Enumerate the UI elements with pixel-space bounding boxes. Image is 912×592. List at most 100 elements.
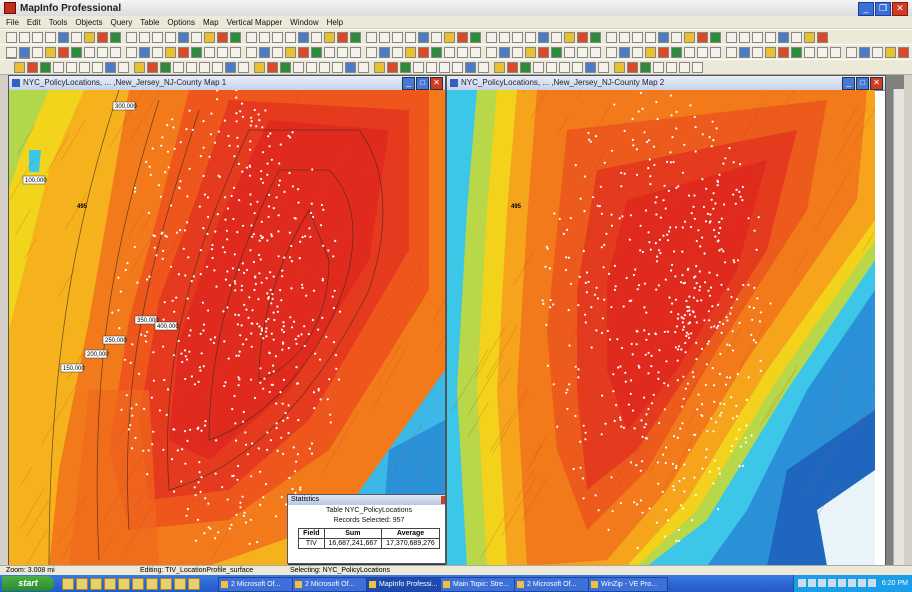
- statistics-close-button[interactable]: [441, 496, 445, 504]
- toolbar-tool-icon[interactable]: [178, 32, 189, 43]
- toolbar-tool-icon[interactable]: [710, 47, 721, 58]
- toolbar-tool-icon[interactable]: [345, 62, 356, 73]
- toolbar-tool-icon[interactable]: [653, 62, 664, 73]
- task-button[interactable]: 2 Microsoft Of...: [514, 577, 594, 592]
- toolbar-tool-icon[interactable]: [444, 47, 455, 58]
- tray-icon[interactable]: [818, 579, 826, 587]
- toolbar-tool-icon[interactable]: [470, 32, 481, 43]
- toolbar-tool-icon[interactable]: [551, 47, 562, 58]
- map1-minimize-button[interactable]: _: [402, 77, 415, 90]
- toolbar-tool-icon[interactable]: [58, 47, 69, 58]
- toolbar-tool-icon[interactable]: [337, 47, 348, 58]
- toolbar-tool-icon[interactable]: [40, 62, 51, 73]
- quicklaunch-icon[interactable]: [90, 578, 102, 590]
- toolbar-tool-icon[interactable]: [452, 62, 463, 73]
- toolbar-tool-icon[interactable]: [392, 47, 403, 58]
- toolbar-tool-icon[interactable]: [105, 62, 116, 73]
- toolbar-tool-icon[interactable]: [259, 47, 270, 58]
- toolbar-tool-icon[interactable]: [726, 32, 737, 43]
- toolbar-tool-icon[interactable]: [494, 62, 505, 73]
- start-button[interactable]: start: [2, 576, 54, 591]
- tray-icon[interactable]: [828, 579, 836, 587]
- quicklaunch-icon[interactable]: [188, 578, 200, 590]
- statistics-title-bar[interactable]: Statistics: [288, 495, 445, 505]
- toolbar-tool-icon[interactable]: [358, 62, 369, 73]
- quicklaunch-icon[interactable]: [118, 578, 130, 590]
- toolbar-tool-icon[interactable]: [246, 32, 257, 43]
- toolbar-tool-icon[interactable]: [259, 32, 270, 43]
- toolbar-tool-icon[interactable]: [254, 62, 265, 73]
- toolbar-tool-icon[interactable]: [572, 62, 583, 73]
- toolbar-tool-icon[interactable]: [71, 47, 82, 58]
- toolbar-tool-icon[interactable]: [173, 62, 184, 73]
- toolbar-tool-icon[interactable]: [533, 62, 544, 73]
- toolbar-tool-icon[interactable]: [590, 47, 601, 58]
- toolbar-tool-icon[interactable]: [791, 47, 802, 58]
- toolbar-tool-icon[interactable]: [551, 32, 562, 43]
- toolbar-tool-icon[interactable]: [752, 47, 763, 58]
- toolbar-tool-icon[interactable]: [97, 47, 108, 58]
- toolbar-tool-icon[interactable]: [92, 62, 103, 73]
- toolbar-tool-icon[interactable]: [418, 32, 429, 43]
- map2-maximize-button[interactable]: □: [856, 77, 869, 90]
- toolbar-tool-icon[interactable]: [859, 47, 870, 58]
- toolbar-tool-icon[interactable]: [332, 62, 343, 73]
- toolbar-tool-icon[interactable]: [559, 62, 570, 73]
- task-button[interactable]: WinZip - VE Pro...: [588, 577, 668, 592]
- menu-options[interactable]: Options: [167, 17, 195, 27]
- toolbar-tool-icon[interactable]: [564, 32, 575, 43]
- toolbar-tool-icon[interactable]: [191, 47, 202, 58]
- toolbar-tool-icon[interactable]: [58, 32, 69, 43]
- toolbar-tool-icon[interactable]: [45, 47, 56, 58]
- toolbar-tool-icon[interactable]: [658, 47, 669, 58]
- toolbar-tool-icon[interactable]: [564, 47, 575, 58]
- toolbar-tool-icon[interactable]: [350, 47, 361, 58]
- toolbar-tool-icon[interactable]: [186, 62, 197, 73]
- toolbar-tool-icon[interactable]: [19, 47, 30, 58]
- toolbar-tool-icon[interactable]: [538, 32, 549, 43]
- menu-edit[interactable]: Edit: [26, 17, 41, 27]
- menu-table[interactable]: Table: [140, 17, 160, 27]
- toolbar-tool-icon[interactable]: [898, 47, 909, 58]
- task-button[interactable]: Main Topic: Stre...: [440, 577, 520, 592]
- statistics-window[interactable]: Statistics Table NYC_PolicyLocations Rec…: [287, 494, 445, 564]
- workspace-scrollbar[interactable]: [893, 89, 904, 565]
- menu-tools[interactable]: Tools: [48, 17, 68, 27]
- toolbar-tool-icon[interactable]: [486, 32, 497, 43]
- toolbar-tool-icon[interactable]: [324, 32, 335, 43]
- toolbar-tool-icon[interactable]: [465, 62, 476, 73]
- toolbar-tool-icon[interactable]: [366, 47, 377, 58]
- toolbar-tool-icon[interactable]: [311, 47, 322, 58]
- toolbar-tool-icon[interactable]: [97, 32, 108, 43]
- toolbar-tool-icon[interactable]: [499, 47, 510, 58]
- toolbar-tool-icon[interactable]: [614, 62, 625, 73]
- toolbar-tool-icon[interactable]: [885, 47, 896, 58]
- toolbar-buttons-row-1[interactable]: [6, 32, 830, 43]
- toolbar-tool-icon[interactable]: [405, 47, 416, 58]
- toolbar-tool-icon[interactable]: [846, 47, 857, 58]
- toolbar-tool-icon[interactable]: [280, 62, 291, 73]
- map2-minimize-button[interactable]: _: [842, 77, 855, 90]
- toolbar-tool-icon[interactable]: [400, 62, 411, 73]
- toolbar-tool-icon[interactable]: [6, 32, 17, 43]
- toolbar-tool-icon[interactable]: [457, 32, 468, 43]
- toolbar-tool-icon[interactable]: [791, 32, 802, 43]
- toolbar-tool-icon[interactable]: [525, 47, 536, 58]
- menu-vertical-mapper[interactable]: Vertical Mapper: [226, 17, 283, 27]
- toolbar-tool-icon[interactable]: [710, 32, 721, 43]
- toolbar-tool-icon[interactable]: [752, 32, 763, 43]
- toolbar-tool-icon[interactable]: [84, 47, 95, 58]
- toolbar-tool-icon[interactable]: [350, 32, 361, 43]
- toolbar-tool-icon[interactable]: [374, 62, 385, 73]
- toolbar-tool-icon[interactable]: [619, 32, 630, 43]
- toolbar-tool-icon[interactable]: [671, 32, 682, 43]
- toolbar-tool-icon[interactable]: [311, 32, 322, 43]
- toolbar-tool-icon[interactable]: [577, 47, 588, 58]
- toolbar-tool-icon[interactable]: [32, 32, 43, 43]
- toolbar-tool-icon[interactable]: [431, 32, 442, 43]
- toolbar-tool-icon[interactable]: [632, 47, 643, 58]
- toolbar-tool-icon[interactable]: [293, 62, 304, 73]
- toolbar-tool-icon[interactable]: [178, 47, 189, 58]
- task-button[interactable]: 2 Microsoft Of...: [292, 577, 372, 592]
- toolbar-tool-icon[interactable]: [199, 62, 210, 73]
